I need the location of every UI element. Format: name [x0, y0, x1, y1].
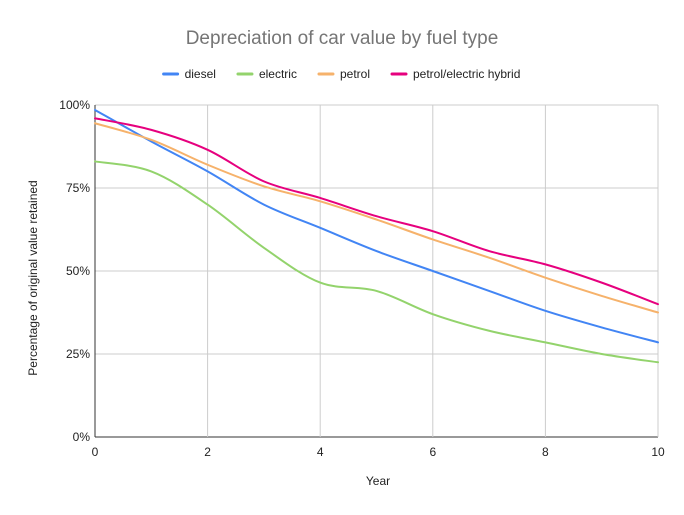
x-tick-label: 10: [651, 445, 665, 459]
x-tick-label: 0: [92, 445, 99, 459]
x-tick-label: 4: [317, 445, 324, 459]
legend-label: petrol/electric hybrid: [413, 67, 520, 81]
x-axis-label: Year: [366, 474, 390, 488]
legend-item-diesel: diesel: [162, 67, 216, 81]
series-lines: [94, 108, 659, 364]
axes: 0% 25% 50% 75% 100% 0 2 4 6 8 10: [59, 98, 665, 459]
x-tick-label: 6: [429, 445, 436, 459]
legend-item-electric: electric: [236, 67, 297, 81]
x-tick-label: 2: [204, 445, 211, 459]
y-tick-label: 0%: [73, 430, 91, 444]
legend-item-petrol: petrol: [317, 67, 370, 81]
legend-label: diesel: [185, 67, 216, 81]
series-line-petrol: [94, 122, 659, 314]
y-tick-label: 75%: [66, 181, 90, 195]
y-tick-label: 25%: [66, 347, 90, 361]
series-line-petrol-electric-hybrid: [94, 117, 659, 306]
legend-item-petrol-electric-hybrid: petrol/electric hybrid: [390, 67, 520, 81]
y-axis-label: Percentage of original value retained: [26, 180, 40, 375]
series-line-diesel: [94, 108, 659, 344]
y-tick-label: 50%: [66, 264, 90, 278]
y-tick-label: 100%: [59, 98, 90, 112]
legend-label: electric: [259, 67, 297, 81]
legend: diesel electric petrol petrol/electric hybr…: [162, 67, 520, 81]
legend-label: petrol: [340, 67, 370, 81]
series-line-electric: [94, 160, 659, 364]
chart-title: Depreciation of car value by fuel type: [186, 28, 499, 49]
x-tick-label: 8: [542, 445, 549, 459]
